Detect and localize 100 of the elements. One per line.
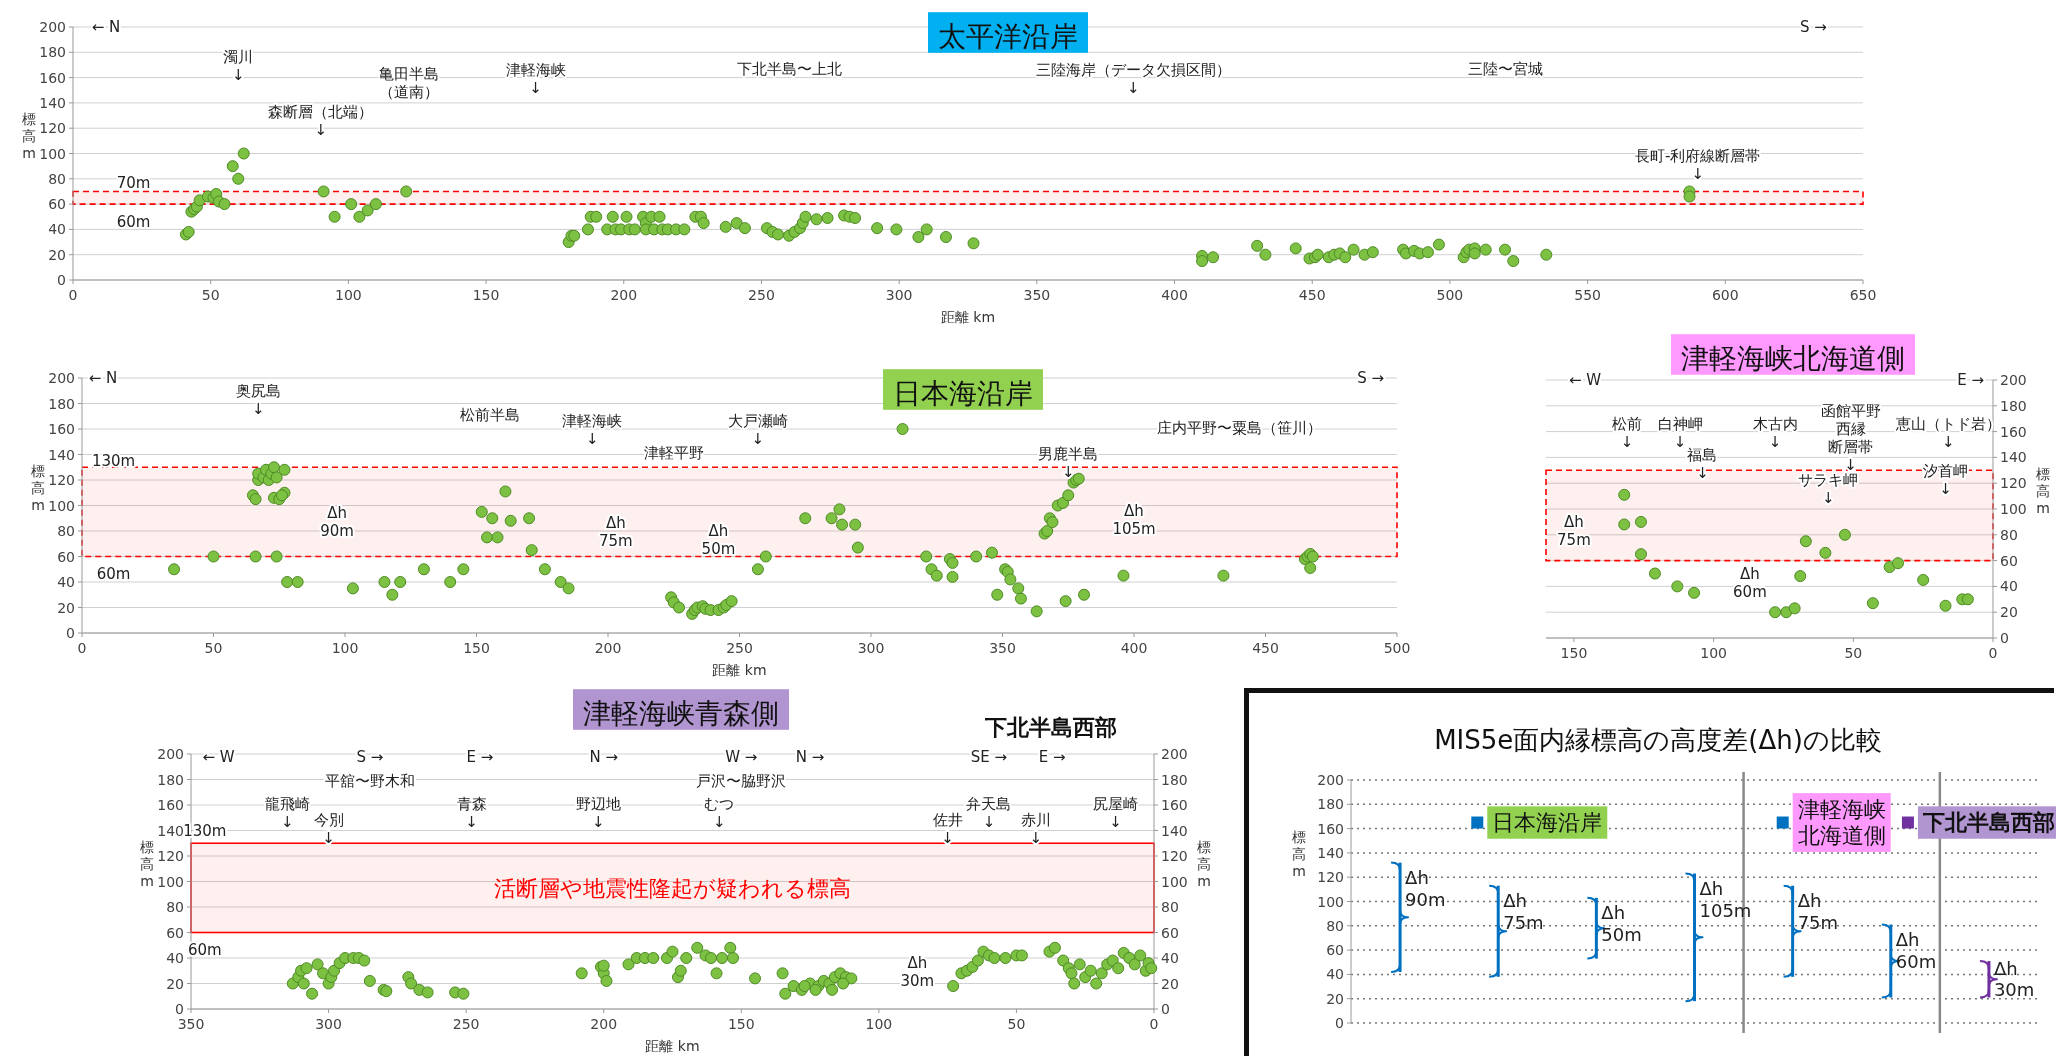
x-tick-label: 50 — [1844, 645, 1863, 661]
chart-title: 日本海沿岸 — [893, 376, 1033, 410]
x-tick-label: 450 — [1252, 640, 1279, 656]
annotation: Δh 90m — [320, 504, 354, 541]
x-axis-title: 距離 km — [712, 662, 767, 678]
y-axis-title: 標高 m — [1292, 828, 1306, 879]
annotation: 木古内 ↓ — [1752, 415, 1798, 452]
annotation: むつ ↓ — [704, 794, 735, 831]
annotation: 130m — [183, 821, 227, 840]
x-tick-label: 150 — [463, 640, 490, 656]
x-tick-label: 100 — [335, 287, 362, 303]
annotation: ← N — [91, 18, 121, 37]
y-tick-label: 200 — [1317, 772, 1344, 788]
y-tick-label: 0 — [66, 625, 75, 641]
y-tick-label: 60 — [57, 548, 75, 565]
y-tick-label: 140 — [1317, 844, 1344, 861]
x-tick-label: 600 — [1711, 287, 1739, 303]
annotation: 松前半島 — [459, 406, 520, 425]
y-tick-label: 0 — [175, 1001, 184, 1017]
x-tick-label: 250 — [452, 1016, 480, 1032]
y2-tick-label: 80 — [1161, 899, 1179, 915]
annotation: Δh 60m — [1733, 564, 1767, 601]
data-label: Δh 90m — [1405, 867, 1446, 910]
annotation: N → — [589, 747, 618, 766]
annotation: 三陸〜宮城 — [1467, 59, 1543, 78]
y-tick-label: 40 — [48, 221, 66, 238]
y-tick-label: 20 — [1326, 990, 1344, 1007]
y-tick-label: 140 — [157, 822, 184, 839]
annotation: 平舘〜野木和 — [324, 771, 415, 790]
point — [1917, 573, 1930, 586]
y2-axis-title: 標高 m — [2036, 466, 2050, 516]
y2-tick-label: 200 — [2000, 372, 2027, 388]
point — [1788, 602, 1801, 615]
x-tick-label: 150 — [1560, 645, 1588, 661]
y2-tick-label: 100 — [2000, 501, 2027, 517]
annotation: ← W — [202, 747, 235, 766]
chart-title: 太平洋沿岸 — [938, 19, 1078, 53]
annotation: 奥尻島 ↓ — [235, 381, 281, 418]
annotation: W → — [725, 747, 758, 766]
x-tick-label: 500 — [1436, 287, 1464, 303]
x-tick-label: 100 — [1700, 645, 1727, 661]
y2-tick-label: 100 — [1161, 873, 1188, 890]
y-tick-label: 160 — [157, 797, 184, 813]
annotation: 庄内平野〜粟島（笹川） — [1156, 418, 1322, 437]
y-tick-label: 20 — [57, 599, 75, 616]
x-tick-label: 150 — [727, 1016, 755, 1032]
annotation: 森断層（北端） ↓ — [268, 102, 374, 139]
point — [1648, 567, 1661, 580]
y2-tick-label: 140 — [1161, 822, 1188, 839]
data-label: Δh 105m — [1699, 878, 1752, 921]
annotation: 長町-利府線断層帯 ↓ — [1635, 146, 1761, 183]
data-label: Δh 30m — [1993, 957, 2035, 1001]
y2-tick-label: 0 — [1161, 1001, 1170, 1017]
y-tick-label: 40 — [1326, 966, 1344, 983]
chart-title: MIS5e面内縁標高の高度差(Δh)の比較 — [1434, 725, 1882, 756]
x-tick-label: 200 — [590, 1016, 618, 1032]
y2-tick-label: 180 — [1161, 771, 1188, 788]
data-label: Δh 60m — [1895, 929, 1937, 972]
annotation: 60m — [187, 941, 222, 960]
y-tick-label: 20 — [48, 246, 66, 263]
y-tick-label: 20 — [166, 975, 184, 992]
annotation: 濁川 ↓ — [223, 48, 254, 85]
y2-tick-label: 160 — [2000, 423, 2027, 440]
point — [1939, 599, 1952, 612]
y-tick-label: 140 — [39, 94, 66, 111]
x-axis-title: 距離 km — [645, 1038, 700, 1054]
point — [1799, 535, 1812, 548]
annotation: ← W — [1569, 371, 1602, 390]
annotation: 130m — [91, 451, 136, 470]
y-tick-label: 120 — [1317, 869, 1344, 886]
point — [1866, 597, 1879, 610]
chart-title: 津軽海峡北海道側 — [1681, 341, 1905, 375]
x-tick-label: 350 — [177, 1016, 205, 1032]
y-tick-label: 200 — [157, 746, 184, 762]
y-tick-label: 80 — [1326, 917, 1344, 934]
y2-axis-title: 標高 m — [1197, 838, 1211, 889]
y-tick-label: 180 — [1317, 796, 1344, 813]
x-tick-label: 250 — [748, 287, 775, 303]
y-tick-label: 160 — [39, 69, 66, 86]
x-tick-label: 100 — [331, 640, 359, 656]
data-label: Δh 50m — [1601, 902, 1642, 945]
annotation: Δh 30m — [900, 954, 935, 991]
x-tick-label: 250 — [726, 640, 753, 656]
y2-tick-label: 80 — [2000, 526, 2018, 543]
y2-tick-label: 20 — [1161, 975, 1179, 992]
y-tick-label: 60 — [48, 196, 66, 213]
y-tick-label: 120 — [157, 848, 184, 864]
annotation: N → — [795, 747, 825, 766]
point — [1634, 548, 1647, 561]
annotation: 青森 ↓ — [456, 794, 487, 831]
y-tick-label: 200 — [39, 19, 66, 35]
annotation: 亀田半島（道南） — [378, 64, 439, 101]
annotation: Δh 75m — [1557, 513, 1591, 550]
x-tick-label: 50 — [204, 640, 223, 656]
y2-tick-label: 160 — [1161, 797, 1188, 813]
y-tick-label: 80 — [48, 170, 66, 187]
annotation: S → — [1357, 369, 1385, 388]
point — [1671, 580, 1684, 593]
x-tick-label: 350 — [989, 640, 1016, 656]
annotation: Δh 50m — [701, 521, 736, 558]
